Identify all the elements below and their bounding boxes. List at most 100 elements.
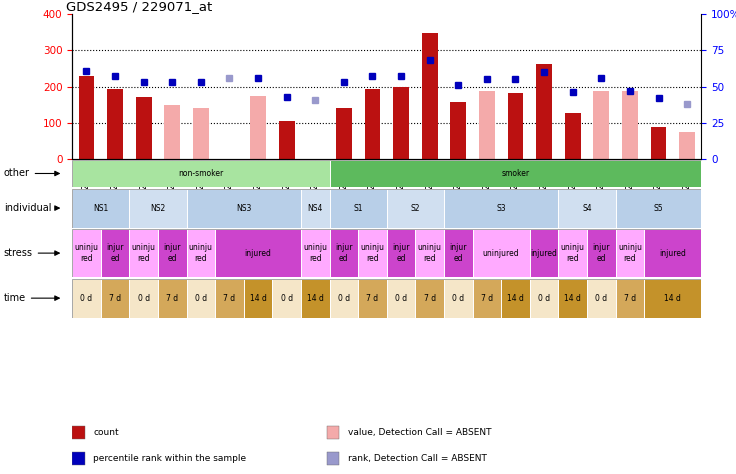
Text: injured: injured	[244, 249, 272, 257]
Text: injur
ed: injur ed	[335, 244, 353, 263]
Text: rank, Detection Call = ABSENT: rank, Detection Call = ABSENT	[348, 455, 486, 463]
Text: 14 d: 14 d	[307, 294, 324, 302]
Bar	[444, 279, 473, 318]
Text: 0 d: 0 d	[452, 294, 464, 302]
Bar	[415, 279, 444, 318]
Bar	[130, 279, 158, 318]
Bar	[79, 76, 94, 159]
Text: uninju
red: uninju red	[303, 244, 328, 263]
Text: uninju
red: uninju red	[361, 244, 384, 263]
Bar	[158, 229, 186, 277]
Bar	[450, 102, 466, 159]
Text: uninju
red: uninju red	[189, 244, 213, 263]
Text: individual: individual	[4, 203, 59, 213]
Text: 7 d: 7 d	[166, 294, 178, 302]
Bar	[559, 189, 615, 228]
Text: non-smoker: non-smoker	[178, 169, 224, 178]
Text: injur
ed: injur ed	[392, 244, 410, 263]
Bar	[301, 279, 330, 318]
Bar	[186, 229, 215, 277]
Bar	[537, 64, 552, 159]
Bar	[72, 426, 85, 439]
Bar	[72, 189, 130, 228]
Bar	[679, 132, 695, 159]
Bar	[215, 229, 301, 277]
Bar	[101, 229, 130, 277]
Text: NS4: NS4	[308, 204, 323, 212]
Bar	[330, 160, 701, 187]
Text: uninju
red: uninju red	[74, 244, 99, 263]
Text: S4: S4	[582, 204, 592, 212]
Bar	[186, 189, 301, 228]
Bar	[473, 279, 501, 318]
Text: 0 d: 0 d	[395, 294, 407, 302]
Text: S5: S5	[654, 204, 663, 212]
Text: uninju
red: uninju red	[618, 244, 642, 263]
Text: injur
ed: injur ed	[163, 244, 181, 263]
Text: NS3: NS3	[236, 204, 252, 212]
Bar	[130, 189, 186, 228]
Text: NS2: NS2	[150, 204, 166, 212]
Text: 0 d: 0 d	[595, 294, 607, 302]
Text: S2: S2	[411, 204, 420, 212]
Text: 7 d: 7 d	[624, 294, 636, 302]
Text: uninju
red: uninju red	[132, 244, 155, 263]
Bar	[135, 97, 152, 159]
Text: 0 d: 0 d	[80, 294, 93, 302]
Bar	[215, 279, 244, 318]
Text: 7 d: 7 d	[424, 294, 436, 302]
Bar	[364, 90, 381, 159]
Text: uninjured: uninjured	[483, 249, 520, 257]
Bar	[559, 229, 587, 277]
Text: injured: injured	[531, 249, 558, 257]
Bar	[387, 279, 415, 318]
Text: 0 d: 0 d	[538, 294, 550, 302]
Text: 0 d: 0 d	[195, 294, 207, 302]
Bar	[644, 229, 701, 277]
Text: NS1: NS1	[93, 204, 108, 212]
Text: uninju
red: uninju red	[417, 244, 442, 263]
Text: other: other	[4, 168, 60, 179]
Bar	[444, 229, 473, 277]
Text: 0 d: 0 d	[280, 294, 293, 302]
Bar	[250, 96, 266, 159]
Text: injured: injured	[659, 249, 686, 257]
Text: 7 d: 7 d	[481, 294, 493, 302]
Text: smoker: smoker	[501, 169, 529, 178]
Bar	[393, 87, 409, 159]
Bar	[415, 229, 444, 277]
Bar	[336, 108, 352, 159]
Text: 14 d: 14 d	[250, 294, 266, 302]
Bar	[387, 189, 444, 228]
Bar	[444, 189, 559, 228]
Bar	[279, 121, 294, 159]
Bar	[593, 91, 609, 159]
Bar	[193, 108, 209, 159]
Text: S1: S1	[353, 204, 363, 212]
Bar	[301, 229, 330, 277]
Text: time: time	[4, 293, 59, 303]
Bar	[473, 229, 530, 277]
Bar	[244, 279, 272, 318]
Bar	[301, 189, 330, 228]
Bar	[622, 91, 638, 159]
Bar	[479, 91, 495, 159]
Bar	[508, 93, 523, 159]
Bar	[565, 112, 581, 159]
Bar	[387, 229, 415, 277]
Text: S3: S3	[496, 204, 506, 212]
Text: injur
ed: injur ed	[592, 244, 610, 263]
Text: percentile rank within the sample: percentile rank within the sample	[93, 455, 247, 463]
Bar	[587, 229, 615, 277]
Text: uninju
red: uninju red	[561, 244, 584, 263]
Bar	[644, 279, 701, 318]
Text: count: count	[93, 428, 118, 437]
Bar	[615, 279, 644, 318]
Bar	[186, 279, 215, 318]
Bar	[327, 452, 339, 465]
Bar	[358, 229, 387, 277]
Bar	[559, 279, 587, 318]
Bar	[272, 279, 301, 318]
Bar	[330, 279, 358, 318]
Bar	[651, 127, 666, 159]
